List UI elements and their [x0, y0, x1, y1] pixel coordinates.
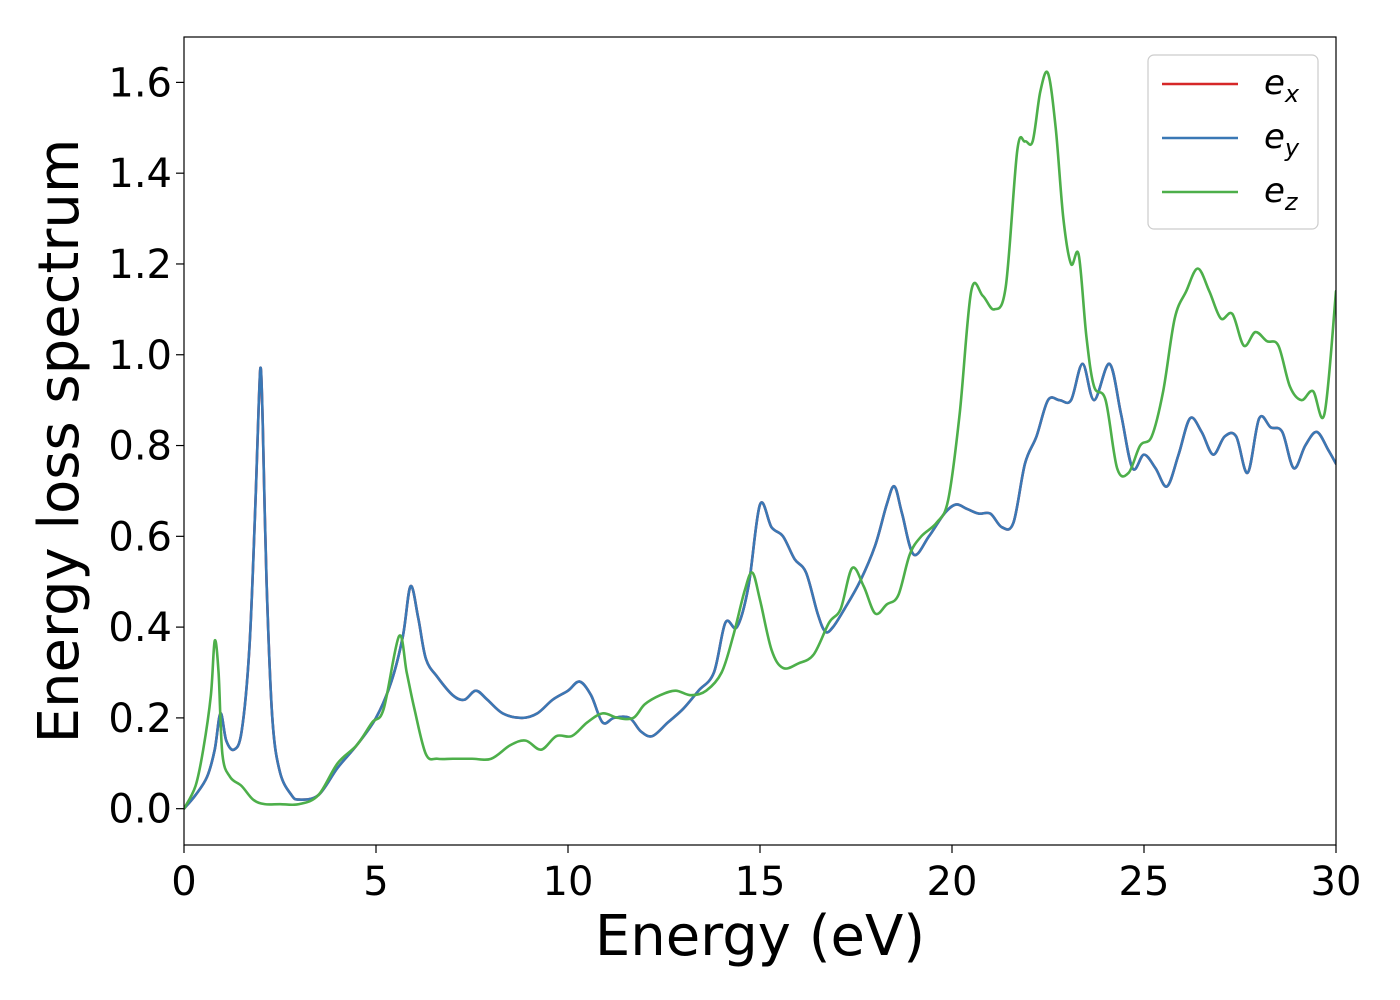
y-tick-label: 1.6: [108, 60, 172, 106]
y-tick-label: 0.2: [108, 696, 172, 742]
y-tick-label: 1.0: [108, 333, 172, 379]
x-tick-label: 0: [171, 859, 196, 905]
y-tick-label: 0.0: [108, 787, 172, 833]
legend-label-subscript: y: [1284, 134, 1300, 162]
y-tick-label: 0.4: [108, 605, 172, 651]
series-layer: [184, 70, 1336, 810]
x-axis-label: Energy (eV): [595, 904, 925, 969]
x-tick-label: 15: [735, 859, 786, 905]
y-tick-label: 0.8: [108, 424, 172, 470]
series-line-z: [184, 70, 1336, 810]
legend-label-subscript: z: [1284, 188, 1299, 216]
x-tick-label: 25: [1119, 859, 1170, 905]
y-tick-label: 0.6: [108, 514, 172, 560]
y-tick-label: 1.4: [108, 151, 172, 197]
x-tick-label: 5: [363, 859, 388, 905]
x-tick-label: 30: [1311, 859, 1362, 905]
series-line-x: [184, 362, 1336, 810]
legend-frame: [1147, 54, 1319, 230]
x-tick-label: 20: [927, 859, 978, 905]
x-axis: 0 5 10 15 20 25 30: [171, 845, 1361, 905]
legend-label-subscript: x: [1284, 80, 1300, 108]
y-tick-label: 1.2: [108, 242, 172, 288]
y-axis: 0.0 0.2 0.4 0.6 0.8 1.0 1.2 1.4 1.6: [108, 60, 184, 833]
y-axis-label: Energy loss spectrum: [27, 139, 92, 744]
series-line-y: [184, 362, 1336, 810]
x-tick-label: 10: [543, 859, 594, 905]
